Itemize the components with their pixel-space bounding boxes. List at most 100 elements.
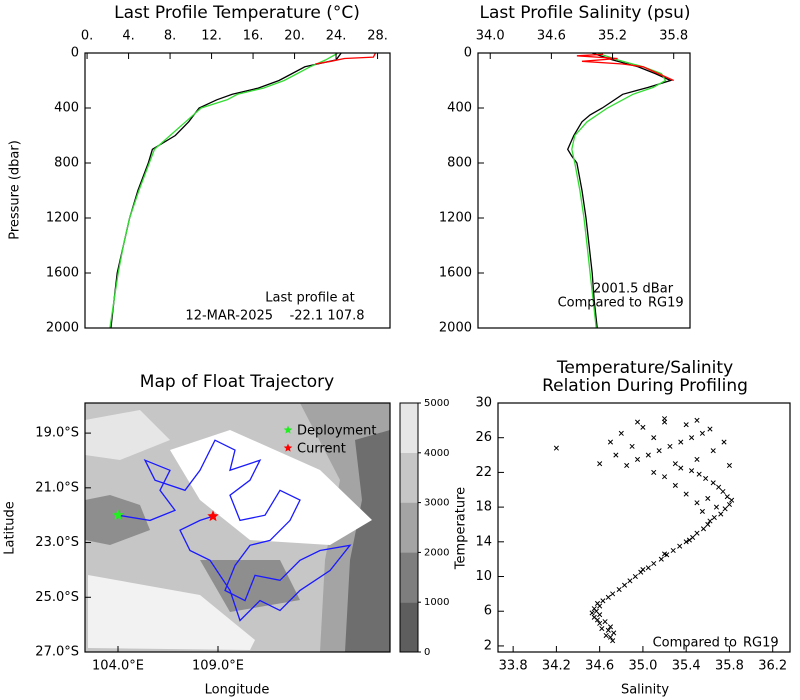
x-tick-label: 4. (122, 29, 134, 44)
y-axis-label: Pressure (dbar) (8, 140, 23, 240)
legend-symbol (283, 443, 293, 452)
y-tick-label: 400 (54, 101, 79, 116)
scatter-point (629, 443, 635, 449)
legend-symbol (283, 425, 293, 434)
colorbar-label: 4000 (424, 448, 449, 459)
scatter-point (726, 462, 732, 469)
legend-label: Current (297, 442, 346, 457)
legend-label: Deployment (297, 424, 377, 439)
scatter-point (700, 526, 707, 532)
y-tick-label: 26 (475, 430, 492, 445)
annotation: Compared to (653, 636, 737, 651)
bathy-zone (88, 575, 255, 650)
scatter-point (599, 626, 605, 632)
scatter-point (597, 461, 603, 467)
scatter-point (694, 417, 700, 423)
scatter-point (694, 530, 700, 536)
scatter-point (632, 573, 638, 580)
scatter-point (640, 424, 646, 430)
y-tick-label: 1600 (439, 266, 472, 281)
x-tick-label: 16. (243, 29, 264, 44)
scatter-point (689, 435, 695, 441)
y-tick-label: 2000 (46, 321, 79, 336)
scatter-point (624, 462, 630, 469)
trajectory (117, 439, 352, 622)
scatter-point (651, 435, 657, 441)
scatter-point (721, 439, 727, 445)
y-axis-label: Latitude (3, 501, 18, 555)
scatter-point (707, 518, 713, 524)
scatter-point (672, 482, 678, 488)
scatter-point (718, 511, 724, 517)
scatter-point (594, 600, 601, 606)
scatter-point (703, 475, 709, 482)
scatter-point (705, 521, 711, 528)
annotation: Last profile at (265, 291, 354, 306)
scatter-point (618, 430, 624, 436)
scatter-point (711, 514, 717, 521)
scatter-point (720, 488, 726, 495)
scatter-point (694, 456, 700, 462)
y-tick-label: 23.0°S (35, 535, 79, 550)
x-tick-label: 33.8 (499, 659, 528, 674)
scatter-point (678, 465, 684, 471)
x-tick-label: 104.0°E (92, 659, 144, 674)
scatter-point (602, 619, 608, 625)
scatter-point (707, 426, 713, 432)
scatter-point (613, 452, 619, 458)
scatter-point (616, 586, 622, 593)
profile-line (576, 53, 674, 82)
scatter-point (672, 461, 678, 467)
scatter-point (726, 501, 732, 508)
y-tick-label: 1200 (439, 211, 472, 226)
scatter-point (610, 638, 616, 644)
y-tick-label: 10 (475, 569, 492, 584)
y-tick-label: 21.0°S (35, 480, 79, 495)
scatter-point (694, 500, 700, 506)
scatter-point (607, 634, 614, 640)
y-tick-label: 800 (54, 156, 79, 171)
scatter-point (678, 439, 684, 445)
profile-line (109, 53, 339, 328)
scatter-point (696, 471, 702, 477)
scatter-point (627, 578, 633, 584)
y-tick-label: 800 (447, 156, 472, 171)
scatter-point (710, 480, 716, 486)
scatter-point (589, 610, 595, 616)
scatter-point (677, 543, 683, 549)
scatter-point (603, 632, 609, 639)
x-axis-label: Longitude (205, 683, 270, 698)
profile-line (566, 53, 673, 328)
x-tick-label: 35.8 (659, 29, 688, 44)
x-tick-label: 35.8 (715, 659, 744, 674)
marker-star (112, 509, 124, 520)
y-tick-label: 14 (475, 534, 492, 549)
scatter-point (670, 547, 676, 554)
scatter-point (651, 469, 657, 475)
profile-line (110, 53, 342, 328)
colorbar-label: 5000 (424, 398, 449, 409)
scatter-point (713, 504, 720, 510)
scatter-point (667, 443, 673, 449)
bathy-zone (200, 560, 300, 612)
scatter-point (699, 508, 705, 515)
x-tick-label: 28. (367, 29, 388, 44)
chart-title: Last Profile Temperature (°C) (114, 3, 360, 23)
chart-title: Last Profile Salinity (psu) (479, 3, 690, 23)
scatter-point (699, 430, 705, 436)
scatter-point (683, 539, 689, 545)
scatter-point (645, 565, 651, 571)
scatter-point (597, 620, 603, 626)
scatter-point (611, 630, 617, 636)
colorbar-band (400, 602, 418, 652)
scatter-point (591, 614, 597, 620)
y-axis-label: Temperature (454, 487, 469, 570)
scatter-point (634, 419, 641, 425)
profile-line (315, 53, 377, 65)
x-tick-label: 35.4 (672, 659, 701, 674)
x-tick-label: 35.2 (598, 29, 627, 44)
scatter-point (729, 497, 735, 503)
y-tick-label: 0 (71, 46, 79, 61)
y-tick-label: 1200 (46, 211, 79, 226)
